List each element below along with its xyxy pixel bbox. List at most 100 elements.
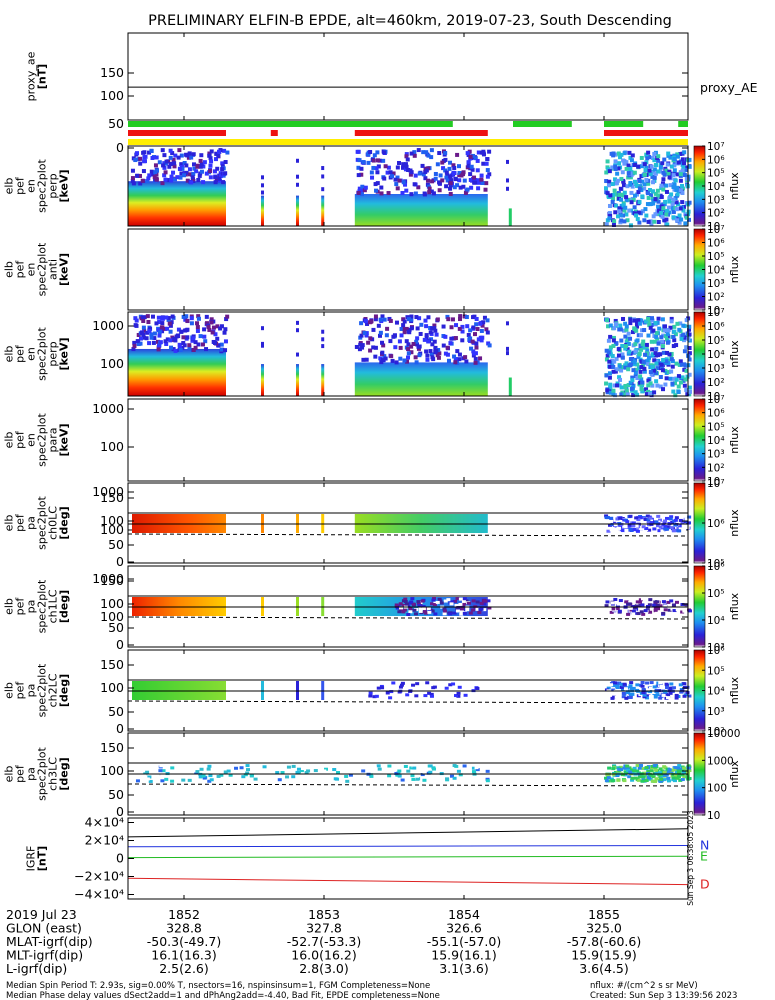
en_spec_perp-noise-b-24 — [484, 161, 489, 166]
en_spec_perp2-noise-b-200 — [397, 339, 402, 344]
pa_ch3-late-152 — [678, 778, 683, 782]
en_spec_perp-cb-label-0: 10 — [707, 221, 720, 233]
pa_ch1-noise-61 — [395, 606, 400, 610]
en_spec_perp2-noise-c-364 — [681, 323, 686, 328]
pa_ch3-noise-37 — [239, 766, 244, 770]
en_spec_perp-col-x — [508, 208, 512, 226]
en_spec_perp-noise-c-308 — [651, 201, 656, 206]
en_spec_perp2-noise-b-45 — [426, 315, 431, 320]
en_spec_perp-noise-b-92 — [379, 191, 384, 196]
pa_ch0-late-32 — [671, 523, 676, 527]
en_spec_perp2-noise-a-5 — [136, 333, 141, 338]
en_spec_perp-noise-a-107 — [216, 153, 221, 158]
pa_ch3-late-133 — [686, 764, 691, 768]
en_spec_para-ylabel-2: en — [25, 433, 38, 447]
pa_ch3-noise-96 — [336, 770, 341, 774]
en_spec_perp2-noise-b-170 — [432, 339, 437, 344]
en_spec_perp-noise-c-0 — [667, 210, 672, 215]
en_spec_perp-noise-b-184 — [457, 170, 462, 175]
en_spec_perp-noise-c-255 — [617, 161, 622, 166]
en_spec_perp-noise-c-266 — [639, 155, 644, 160]
en_spec_perp-noise-b-178 — [404, 188, 409, 193]
en_spec_perp2-noise-c-308 — [638, 343, 643, 348]
en_spec_perp2-noise-c-18 — [655, 366, 660, 371]
en_spec_perp-noise-b-53 — [485, 168, 490, 173]
pa_ch3-late-110 — [687, 768, 692, 772]
en_spec_perp-noise-a-133 — [179, 171, 184, 176]
en_spec_perp-noise-a-137 — [199, 169, 204, 174]
en_spec_perp2-noise-c-17 — [644, 345, 649, 350]
pa_ch1-noise-2 — [454, 603, 459, 607]
pa_ch0-late-126 — [639, 519, 644, 523]
en_spec_perp-noise-b-46 — [370, 175, 375, 180]
en_spec_perp2-noise-b-218 — [465, 324, 470, 329]
en_spec_perp2-noise-c-184 — [649, 390, 654, 395]
xaxis-value-1-3: 325.0 — [586, 921, 622, 936]
proxy-ae-tick-label-1: 100 — [100, 88, 124, 103]
en_spec_perp2-noise-c-391 — [648, 370, 653, 375]
pa_ch2-ylabel-2: pa — [25, 684, 38, 698]
en_spec_perp2-noise-a-53 — [187, 343, 192, 348]
en_spec_perp-noise-c-250 — [671, 197, 676, 202]
en_spec_perp-noise-c-367 — [659, 183, 664, 188]
en_spec_perp2-noise-b-152 — [424, 335, 429, 340]
en_spec_para-cb-label-0: 10 — [707, 476, 720, 488]
pa_ch2-late-103 — [608, 691, 613, 695]
en_spec_perp2-noise-a-82 — [198, 334, 203, 339]
en_spec_anti-frame — [127, 228, 689, 311]
en_spec_perp2-noise-c-120 — [684, 318, 689, 323]
en_spec_perp2-noise-b-129 — [446, 358, 451, 363]
xaxis-row-label-2: MLAT-igrf(dip) — [6, 934, 93, 949]
pa_ch0-late-0 — [680, 520, 685, 524]
en_spec_perp2-noise-b-193 — [369, 319, 374, 324]
en_spec_perp2-noise-c-176 — [608, 364, 613, 369]
en_spec_perp-noise-b-138 — [393, 177, 398, 182]
pa_ch2-late-76 — [683, 685, 688, 689]
en_spec_perp2-noise-c-373 — [604, 373, 609, 378]
en_spec_perp-noise-c-328 — [665, 162, 670, 167]
pa_ch1-late-118 — [674, 597, 679, 601]
en_spec_perp-noise-b-192 — [443, 150, 448, 155]
pa_ch1-tick-label-3: 0 — [116, 637, 124, 652]
pa_ch1-late-40 — [653, 607, 658, 611]
pa_ch1-late-25 — [604, 609, 609, 613]
pa_ch1-late-114 — [655, 603, 660, 607]
en_spec_perp2-col-noise-1-1 — [296, 320, 299, 325]
pa_ch0-late-83 — [621, 529, 626, 533]
en_spec_perp2-noise-c-164 — [654, 370, 659, 375]
pa_ch1-late-63 — [637, 603, 642, 607]
en_spec_perp-noise-c-253 — [626, 171, 631, 176]
en_spec_perp2-noise-c-130 — [628, 317, 633, 322]
en_spec_perp2-noise-c-256 — [644, 319, 649, 324]
pa_ch0-late-64 — [669, 515, 674, 519]
en_spec_perp-noise-c-365 — [662, 218, 667, 223]
en_spec_perp2-noise-c-216 — [654, 334, 659, 339]
status-bar-green-3 — [678, 121, 688, 127]
en_spec_perp2-noise-c-311 — [637, 321, 642, 326]
pa_ch1-late-38 — [653, 600, 658, 604]
en_spec_perp-noise-c-93 — [619, 203, 624, 208]
pa_ch3-late-44 — [673, 768, 678, 772]
en_spec_perp-noise-b-29 — [395, 175, 400, 180]
pa_ch2-late-79 — [642, 695, 647, 699]
en_spec_perp2-noise-b-207 — [362, 330, 367, 335]
en_spec_perp-noise-c-333 — [664, 189, 669, 194]
en_spec_perp2-noise-c-123 — [673, 332, 678, 337]
en_spec_perp-noise-c-261 — [616, 151, 621, 156]
en_spec_perp-noise-c-223 — [610, 165, 615, 170]
en_spec_perp2-tick-label-1: 100 — [100, 522, 124, 537]
en_spec_perp-noise-c-277 — [629, 190, 634, 195]
en_spec_perp2-noise-c-101 — [613, 318, 618, 323]
en_spec_perp-noise-a-160 — [213, 175, 218, 180]
pa_ch1-frame — [127, 565, 689, 648]
pa_ch3-noise-82 — [219, 773, 224, 777]
en_spec_perp-ylabel-3: spec2plot — [36, 159, 49, 213]
en_spec_perp2-noise-c-268 — [672, 329, 677, 334]
pa_ch3-noise-98 — [406, 769, 411, 773]
pa_ch2-late-139 — [622, 682, 627, 686]
pa_ch1-late-54 — [654, 611, 659, 615]
en_spec_perp2-noise-c-226 — [630, 375, 635, 380]
en_spec_perp-noise-b-121 — [404, 164, 409, 169]
en_spec_perp2-ylabel-4: perp — [47, 341, 60, 366]
en_spec_perp-noise-c-272 — [680, 157, 685, 162]
